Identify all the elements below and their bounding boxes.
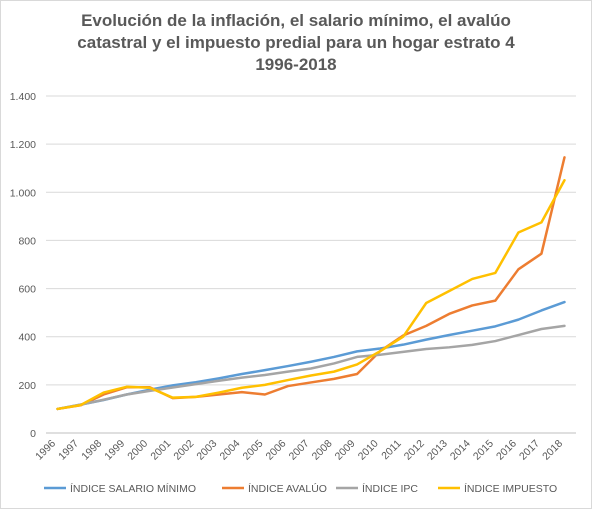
x-tick-label: 2012 [402,438,427,463]
x-tick-label: 2001 [148,438,173,463]
x-tick-label: 2007 [287,438,312,463]
x-tick-label: 2005 [241,438,266,463]
x-tick-label: 2008 [310,438,335,463]
series-line-4 [56,179,566,411]
x-tick-label: 2000 [125,438,150,463]
series-lines [56,156,566,411]
legend-entry: ÍNDICE SALARIO MÍNIMO [44,482,196,495]
series-line-3 [56,324,566,411]
axes: 0 200 400 600 800 1.000 1.200 1.400 199619971998… [10,91,576,463]
y-tick-label: 1.200 [10,139,36,151]
x-tick-label: 2014 [448,438,473,463]
y-tick-label: 600 [18,284,36,296]
y-tick-label: 1.400 [10,91,36,103]
series-line-2 [56,156,566,411]
y-tick-label: 800 [18,235,36,247]
x-tick-label: 2010 [356,438,381,463]
x-tick-label: 2006 [264,438,289,463]
legend-entry: ÍNDICE AVALÚO [222,482,327,495]
chart-title-line-1: Evolución de la inflación, el salario mí… [81,11,511,30]
legend-entry: ÍNDICE IPC [336,482,418,495]
legend-label: ÍNDICE AVALÚO [248,482,327,495]
x-tick-label: 2018 [540,438,565,463]
chart-title: Evolución de la inflación, el salario mí… [0,10,592,76]
legend-entry: ÍNDICE IMPUESTO [438,482,557,495]
x-tick-label: 2009 [333,438,358,463]
legend-label: ÍNDICE SALARIO MÍNIMO [70,482,196,495]
y-tick-label: 0 [30,428,36,440]
legend-label: ÍNDICE IMPUESTO [464,482,557,495]
chart-title-line-3: 1996-2018 [255,55,337,74]
y-tick-label: 400 [18,332,36,344]
x-tick-label: 1998 [79,438,104,463]
gridlines [46,95,576,386]
x-tick-label: 1997 [56,438,81,463]
x-tick-label: 2011 [379,438,404,463]
x-tick-label: 1996 [33,438,58,463]
x-tick-label: 2002 [171,438,196,463]
chart-title-line-2: catastral y el impuesto predial para un … [77,33,515,52]
x-tick-label: 2017 [517,438,542,463]
x-tick-label: 2004 [217,438,242,463]
x-tick-label: 2003 [194,438,219,463]
legend: ÍNDICE SALARIO MÍNIMO ÍNDICE AVALÚO ÍNDICE… [44,482,557,495]
y-tick-label: 200 [18,380,36,392]
y-tick-label: 1.000 [10,187,36,199]
x-tick-label: 2015 [471,438,496,463]
x-tick-label: 2013 [425,438,450,463]
legend-label: ÍNDICE IPC [362,482,418,495]
x-tick-label: 1999 [102,438,127,463]
x-tick-label: 2016 [494,438,519,463]
